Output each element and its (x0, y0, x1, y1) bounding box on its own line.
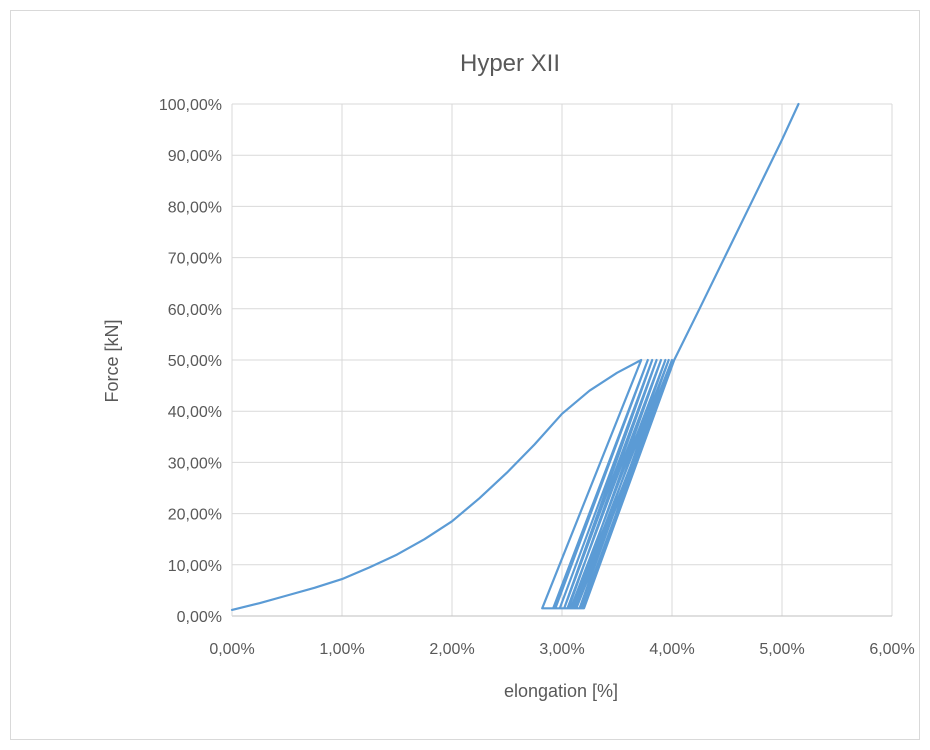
y-tick-label: 10,00% (168, 558, 222, 575)
chart-title: Hyper XII (460, 50, 560, 77)
x-tick-label: 0,00% (209, 641, 254, 658)
y-tick-label: 90,00% (168, 148, 222, 165)
y-tick-label: 70,00% (168, 251, 222, 268)
y-tick-label: 30,00% (168, 455, 222, 472)
y-tick-label: 80,00% (168, 199, 222, 216)
y-tick-label: 40,00% (168, 404, 222, 421)
y-tick-labels: 0,00% 10,00% 20,00% 30,00% 40,00% 50,00% 60,00… (159, 97, 222, 626)
x-tick-label: 1,00% (319, 641, 364, 658)
x-tick-label: 5,00% (759, 641, 804, 658)
x-axis-label: elongation [%] (504, 681, 618, 701)
x-tick-label: 6,00% (869, 641, 914, 658)
y-tick-label: 50,00% (168, 353, 222, 370)
x-tick-label: 3,00% (539, 641, 584, 658)
y-axis-label: Force [kN] (102, 319, 122, 402)
plot-area (230, 102, 800, 612)
series-line (230, 102, 800, 612)
x-tick-labels: 0,00% 1,00% 2,00% 3,00% 4,00% 5,00% 6,00% (209, 641, 914, 658)
grid (232, 103, 893, 616)
x-tick-label: 4,00% (649, 641, 694, 658)
axes (231, 104, 892, 617)
y-tick-label: 100,00% (159, 97, 222, 114)
y-tick-label: 20,00% (168, 507, 222, 524)
y-tick-label: 0,00% (177, 609, 222, 626)
x-tick-label: 2,00% (429, 641, 474, 658)
y-tick-label: 60,00% (168, 302, 222, 319)
chart-frame (10, 10, 920, 740)
